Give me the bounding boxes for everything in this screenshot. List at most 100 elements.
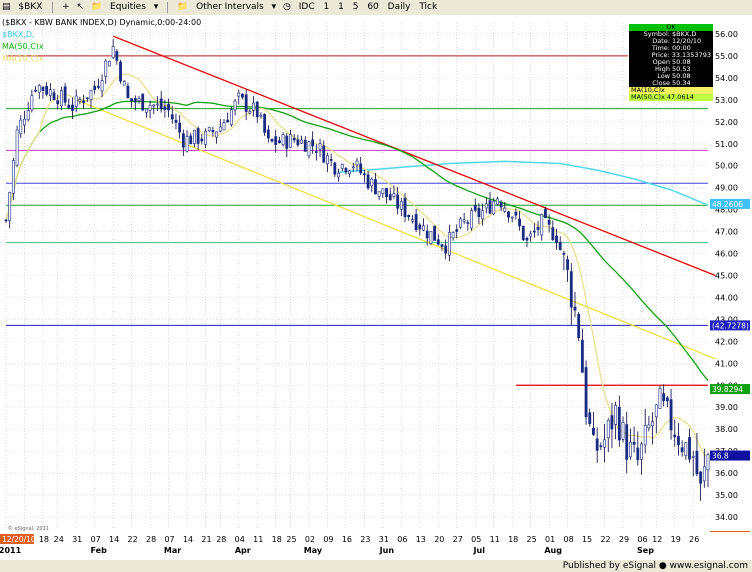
chevron-down-icon[interactable]: ▾ [271, 2, 277, 12]
candle-body [525, 237, 529, 241]
candle-body [599, 445, 603, 448]
date-tick-label: 14 [109, 535, 119, 544]
daily-button[interactable]: Daily [387, 2, 411, 12]
candle-body [665, 397, 669, 402]
candle-body [23, 118, 26, 126]
candle-body [222, 122, 226, 131]
price-tick-label: 47.00 [715, 228, 738, 237]
chevron-down-icon[interactable]: ▾ [153, 2, 159, 12]
candle-body [462, 219, 466, 222]
intervals-dropdown[interactable]: Other Intervals [196, 2, 264, 12]
folder-icon[interactable]: 📁 [177, 2, 189, 12]
candle-body [359, 163, 363, 174]
candle-body [144, 108, 148, 113]
candle-body [403, 197, 407, 218]
candle-body [521, 225, 525, 241]
date-tick-label: 08 [564, 535, 574, 544]
candle-body [241, 93, 244, 98]
price-tick-label: 56.00 [715, 30, 738, 39]
candle-body [233, 100, 237, 111]
candle-body [503, 207, 507, 212]
candle-body [56, 100, 60, 105]
candle-body [447, 232, 451, 256]
date-tick-label: 06 [637, 535, 647, 544]
price-tick-label: 55.00 [715, 52, 738, 61]
candle-body [322, 145, 326, 163]
folder-icon[interactable]: 📁 [90, 2, 103, 12]
candle-body [156, 103, 159, 106]
info-rows: Symbol: $BKX,D Date: 12/20/10 Time: 00:00 Pric… [629, 31, 713, 87]
interval-60-button[interactable]: 60 [367, 2, 379, 12]
candle-body [566, 259, 570, 270]
info-row: High 50.53 [655, 65, 691, 73]
candle-body [15, 129, 19, 166]
add-icon[interactable]: + [62, 2, 70, 12]
candle-body [26, 110, 30, 121]
legend-entry: MA(50,C)x [2, 42, 44, 51]
price-tick-label: 44.00 [715, 293, 738, 302]
price-tick-label: 50.00 [715, 162, 738, 171]
candle-body [337, 172, 340, 178]
candle-body [211, 129, 215, 133]
candle-body [19, 119, 23, 135]
candle-body [374, 179, 377, 195]
candle-body [152, 104, 156, 107]
price-marker-label: (42.7278) [712, 321, 749, 330]
candle-body [466, 222, 470, 224]
candle-body [93, 85, 97, 90]
date-tick-label: 31 [379, 535, 389, 544]
interval-5-button[interactable]: 5 [352, 2, 359, 12]
candle-body [281, 134, 285, 145]
date-tick-label: 28 [146, 535, 156, 544]
info-row: Price: 33.1353793 [651, 51, 711, 59]
candle-body [629, 442, 632, 458]
idc-button[interactable]: IDC [298, 2, 315, 12]
candle-body [60, 90, 63, 107]
date-tick-label: 14 [183, 535, 193, 544]
symbol-field[interactable]: $BKX [18, 2, 43, 12]
candle-body [381, 188, 385, 194]
date-tick-label: 01 [545, 535, 555, 544]
price-chart[interactable]: 34.0035.0036.0037.0038.0039.0040.0041.00… [0, 15, 752, 560]
cursor-icon[interactable]: ↖ [76, 2, 85, 12]
candle-body [595, 438, 599, 451]
date-tick-label: 18 [272, 535, 282, 544]
interval-1-button[interactable]: 1 [323, 2, 330, 12]
candle-body [477, 207, 481, 218]
month-label: Aug [544, 546, 562, 555]
candle-body [333, 162, 337, 175]
cyan-average-line [338, 160, 709, 206]
candle-body [492, 201, 496, 215]
footer: Published by eSignal ● www.esignal.com [0, 560, 752, 572]
toolbar: ▤ $BKX + ↖ 📁 Equities ▾ 📁 Other Interval… [0, 0, 752, 16]
candle-body [529, 233, 533, 237]
candle-body [133, 98, 137, 103]
date-tick-label: 25 [527, 535, 537, 544]
equities-dropdown[interactable]: Equities [110, 2, 146, 12]
candle-body [244, 94, 248, 112]
chart-area[interactable]: 34.0035.0036.0037.0038.0039.0040.0041.00… [0, 15, 752, 560]
candle-body [119, 61, 122, 82]
candle-body [215, 131, 219, 138]
date-tick-label: 25 [286, 535, 296, 544]
price-marker-badge [710, 198, 750, 209]
month-label: Feb [91, 546, 108, 555]
candle-body [126, 85, 130, 98]
symbol-icon[interactable]: ▤ [2, 2, 11, 12]
legend-entry: $BKX,D, [2, 30, 35, 39]
tick-button[interactable]: Tick [419, 2, 438, 12]
candle-body [193, 129, 196, 145]
info-header: OK [629, 24, 713, 31]
interval-1b-button[interactable]: 1 [338, 2, 344, 12]
ma50-line [5, 100, 709, 381]
candle-body [555, 235, 558, 243]
candle-body [436, 239, 440, 245]
price-tick-label: 52.00 [715, 118, 738, 127]
clock-icon[interactable]: ◷ [283, 2, 291, 12]
candle-body [669, 399, 673, 431]
price-marker-badge [710, 450, 750, 461]
candle-body [189, 135, 193, 145]
candle-body [584, 367, 588, 418]
candle-body [226, 119, 230, 123]
info-row: Low 50.08 [657, 72, 691, 80]
